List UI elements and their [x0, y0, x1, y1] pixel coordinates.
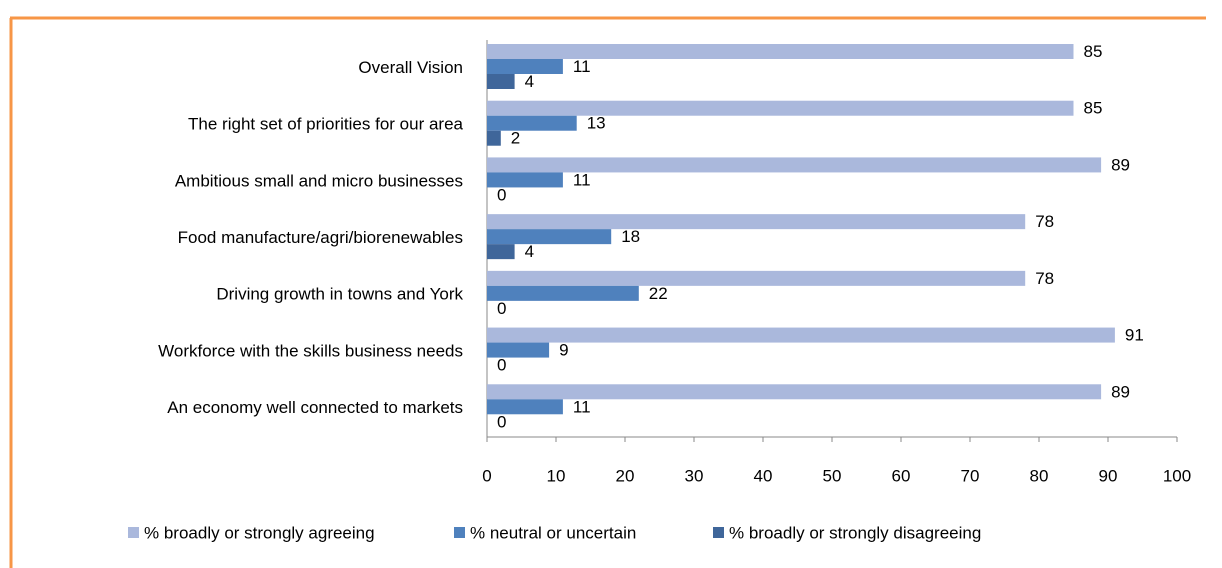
x-tick-label: 100 — [1163, 466, 1191, 485]
bar — [487, 399, 563, 415]
data-label: 85 — [1084, 99, 1103, 118]
category-label: An economy well connected to markets — [167, 398, 463, 417]
bar — [487, 115, 577, 131]
data-label: 78 — [1035, 212, 1054, 231]
category-label: Driving growth in towns and York — [216, 285, 463, 304]
x-tick-label: 40 — [754, 466, 773, 485]
data-label: 89 — [1111, 382, 1130, 401]
bar — [487, 244, 515, 260]
legend-swatch — [128, 527, 139, 538]
data-label: 91 — [1125, 326, 1144, 345]
bar — [487, 214, 1026, 230]
bar — [487, 327, 1115, 343]
data-label: 2 — [511, 129, 520, 148]
x-tick-label: 20 — [616, 466, 635, 485]
x-tick-label: 60 — [892, 466, 911, 485]
bar — [487, 59, 563, 74]
category-label: Food manufacture/agri/biorenewables — [178, 228, 463, 247]
data-label: 4 — [525, 72, 534, 91]
data-label: 0 — [497, 299, 506, 318]
bar — [487, 229, 612, 245]
legend-label: % broadly or strongly disagreeing — [729, 523, 981, 542]
data-label: 0 — [497, 356, 506, 375]
bar — [487, 74, 515, 89]
category-label: Overall Vision — [358, 58, 463, 77]
data-label: 11 — [573, 170, 591, 189]
x-tick-label: 10 — [547, 466, 566, 485]
data-label: 85 — [1084, 42, 1103, 61]
data-label: 89 — [1111, 155, 1130, 174]
category-label: Workforce with the skills business needs — [158, 341, 463, 360]
data-label: 9 — [559, 341, 568, 360]
bar — [487, 342, 550, 358]
data-label: 0 — [497, 412, 506, 431]
data-label: 13 — [587, 114, 606, 133]
bar — [487, 157, 1102, 173]
bar — [487, 44, 1074, 59]
data-label: 0 — [497, 185, 506, 204]
bar — [487, 270, 1026, 286]
x-tick-label: 30 — [685, 466, 704, 485]
data-label: 18 — [621, 227, 640, 246]
data-label: 78 — [1035, 269, 1054, 288]
legend-swatch — [713, 527, 724, 538]
data-label: 11 — [573, 397, 591, 416]
bar — [487, 172, 563, 188]
legend-label: % broadly or strongly agreeing — [144, 523, 375, 542]
legend-swatch — [454, 527, 465, 538]
data-label: 22 — [649, 284, 668, 303]
category-label: The right set of priorities for our area — [188, 115, 464, 134]
x-tick-label: 80 — [1030, 466, 1049, 485]
x-tick-label: 50 — [823, 466, 842, 485]
x-tick-label: 70 — [961, 466, 980, 485]
category-label: Ambitious small and micro businesses — [175, 171, 463, 190]
data-label: 11 — [573, 57, 591, 76]
bar — [487, 285, 639, 301]
bar — [487, 384, 1102, 400]
data-label: 4 — [525, 242, 534, 261]
bar — [487, 130, 501, 146]
bar — [487, 100, 1074, 116]
legend-label: % neutral or uncertain — [470, 523, 636, 542]
x-tick-label: 90 — [1099, 466, 1118, 485]
x-tick-label: 0 — [482, 466, 491, 485]
